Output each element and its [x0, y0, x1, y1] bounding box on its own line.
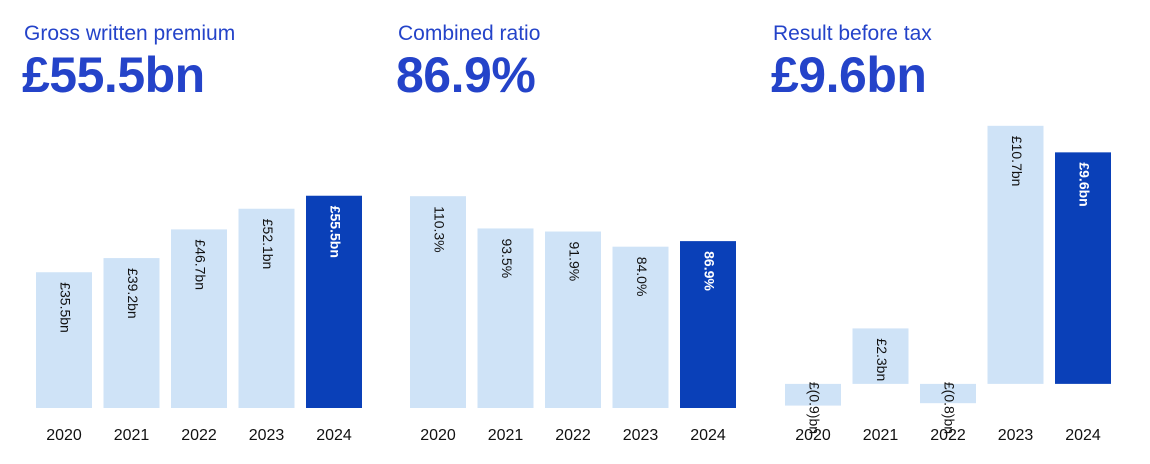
- bar-2020: [785, 383, 841, 406]
- bar-value-label: 110.3%: [431, 206, 447, 252]
- bar-2020: [36, 272, 92, 408]
- bar-2023: [238, 208, 295, 408]
- bar-value-label: £35.5bn: [57, 282, 73, 333]
- x-tick-label: 2023: [249, 427, 285, 444]
- bar-2020: [410, 196, 466, 408]
- bar-2023: [612, 246, 669, 408]
- bar-value-label: 93.5%: [499, 238, 515, 278]
- x-tick-label: 2020: [46, 427, 82, 444]
- panel-title: Gross written premium: [24, 22, 236, 45]
- x-tick-label: 2021: [863, 427, 899, 444]
- x-tick-label: 2024: [316, 427, 352, 444]
- bar-value-label: £2.3bn: [874, 338, 890, 381]
- panel-title: Combined ratio: [398, 22, 541, 45]
- bar-value-label: £(0.9)bn: [806, 382, 822, 434]
- bar-value-label: £10.7bn: [1009, 136, 1025, 187]
- x-tick-label: 2022: [181, 427, 217, 444]
- bar-2022: [920, 383, 976, 404]
- bar-value-label: 86.9%: [701, 251, 717, 291]
- bar-value-label: 91.9%: [566, 242, 582, 282]
- bar-2021: [852, 328, 909, 384]
- panel-headline-value: 86.9%: [396, 47, 536, 103]
- panel-result-before-tax: Result before tax £9.6bn £(0.9)bn 2020 £2.…: [771, 0, 1123, 464]
- x-tick-label: 2021: [114, 427, 150, 444]
- bar-value-label: £52.1bn: [260, 219, 276, 270]
- bar-value-label: 84.0%: [634, 257, 650, 297]
- x-tick-label: 2020: [795, 427, 831, 444]
- bar-2023: [987, 125, 1044, 384]
- x-tick-label: 2022: [930, 427, 966, 444]
- x-tick-label: 2021: [488, 427, 524, 444]
- bar-2024: [680, 241, 736, 408]
- x-tick-label: 2022: [555, 427, 591, 444]
- panel-headline-value: £9.6bn: [771, 47, 927, 103]
- combined-ratio-chart: 110.3% 2020 93.5% 2021 91.9% 2022 84.0% 2023 86.…: [410, 196, 736, 444]
- x-tick-label: 2024: [690, 427, 726, 444]
- bar-value-label: £(0.8)bn: [941, 382, 957, 434]
- bar-2022: [171, 229, 227, 408]
- bar-value-label: £39.2bn: [125, 268, 141, 319]
- panel-combined-ratio: Combined ratio 86.9% 110.3% 2020 93.5% 2021…: [396, 0, 748, 464]
- bar-2021: [477, 228, 534, 408]
- panel-headline-value: £55.5bn: [22, 47, 205, 103]
- bar-value-label: £46.7bn: [192, 239, 208, 290]
- bar-value-label: £55.5bn: [327, 206, 343, 258]
- x-tick-label: 2023: [623, 427, 659, 444]
- bar-2021: [103, 258, 160, 408]
- bar-2022: [545, 231, 601, 408]
- x-tick-label: 2024: [1065, 427, 1101, 444]
- panel-title: Result before tax: [773, 22, 932, 45]
- panel-gross-written-premium: Gross written premium £55.5bn £35.5bn 202…: [22, 0, 374, 464]
- gross-written-premium-chart: £35.5bn 2020 £39.2bn 2021 £46.7bn 2022 £52.1bn…: [36, 195, 362, 444]
- x-tick-label: 2020: [420, 427, 456, 444]
- x-tick-label: 2023: [998, 427, 1034, 444]
- bar-value-label: £9.6bn: [1076, 162, 1092, 206]
- bar-2024: [1055, 152, 1111, 384]
- bar-2024: [306, 195, 362, 408]
